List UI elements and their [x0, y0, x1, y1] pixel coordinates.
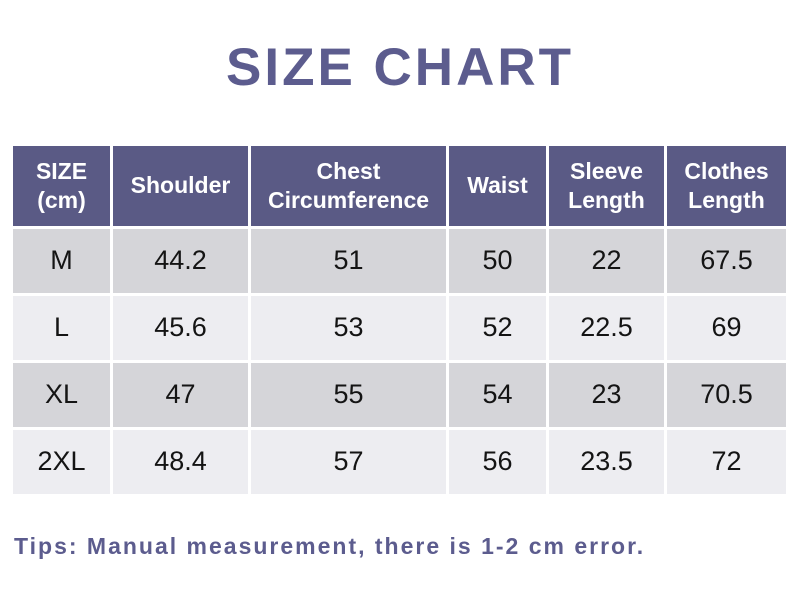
table-row-2xl: 2XL 48.4 57 56 23.5 72: [13, 429, 786, 494]
cell-sleeve: 22.5: [549, 295, 664, 360]
cell-sleeve: 22: [549, 228, 664, 293]
cell-clothes: 72: [667, 429, 786, 494]
cell-clothes: 67.5: [667, 228, 786, 293]
table-row-m: M 44.2 51 50 22 67.5: [13, 228, 786, 293]
column-header-shoulder: Shoulder: [113, 145, 248, 226]
header-row: SIZE (cm) Shoulder Chest Circumference W…: [13, 145, 786, 226]
size-chart-table: SIZE (cm) Shoulder Chest Circumference W…: [10, 143, 789, 497]
table-row-l: L 45.6 53 52 22.5 69: [13, 295, 786, 360]
cell-chest: 51: [251, 228, 446, 293]
cell-size: 2XL: [13, 429, 110, 494]
table-row-xl: XL 47 55 54 23 70.5: [13, 362, 786, 427]
column-header-waist: Waist: [449, 145, 546, 226]
cell-shoulder: 47: [113, 362, 248, 427]
cell-waist: 54: [449, 362, 546, 427]
cell-sleeve: 23.5: [549, 429, 664, 494]
cell-waist: 56: [449, 429, 546, 494]
cell-size: L: [13, 295, 110, 360]
measurement-tip: Tips: Manual measurement, there is 1-2 c…: [14, 532, 646, 559]
cell-shoulder: 45.6: [113, 295, 248, 360]
column-header-clothes: Clothes Length: [667, 145, 786, 226]
cell-clothes: 70.5: [667, 362, 786, 427]
table-body: M 44.2 51 50 22 67.5 L 45.6 53 52 22.5 6…: [13, 228, 786, 494]
cell-waist: 52: [449, 295, 546, 360]
column-header-size: SIZE (cm): [13, 145, 110, 226]
cell-clothes: 69: [667, 295, 786, 360]
column-header-sleeve: Sleeve Length: [549, 145, 664, 226]
page-title: SIZE CHART: [226, 38, 574, 97]
cell-chest: 57: [251, 429, 446, 494]
cell-sleeve: 23: [549, 362, 664, 427]
cell-shoulder: 48.4: [113, 429, 248, 494]
cell-size: M: [13, 228, 110, 293]
table-header: SIZE (cm) Shoulder Chest Circumference W…: [13, 145, 786, 226]
cell-chest: 55: [251, 362, 446, 427]
cell-shoulder: 44.2: [113, 228, 248, 293]
cell-size: XL: [13, 362, 110, 427]
cell-waist: 50: [449, 228, 546, 293]
cell-chest: 53: [251, 295, 446, 360]
column-header-chest: Chest Circumference: [251, 145, 446, 226]
